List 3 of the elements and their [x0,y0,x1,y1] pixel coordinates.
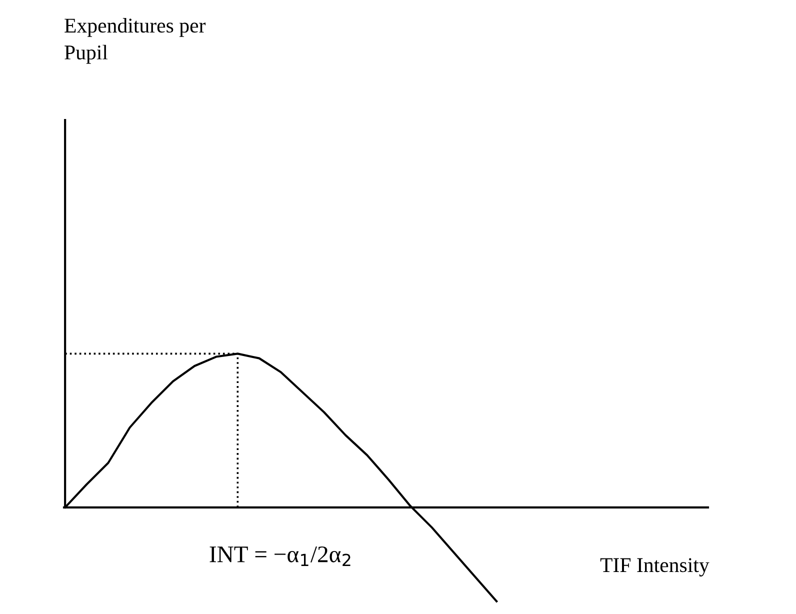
text: Expenditures per Pupil [64,18,206,64]
x-axis-title: TIF Intensity [600,558,710,576]
annotation: INT = −α$_{1}$/2α$_{2}$ [210,546,350,566]
